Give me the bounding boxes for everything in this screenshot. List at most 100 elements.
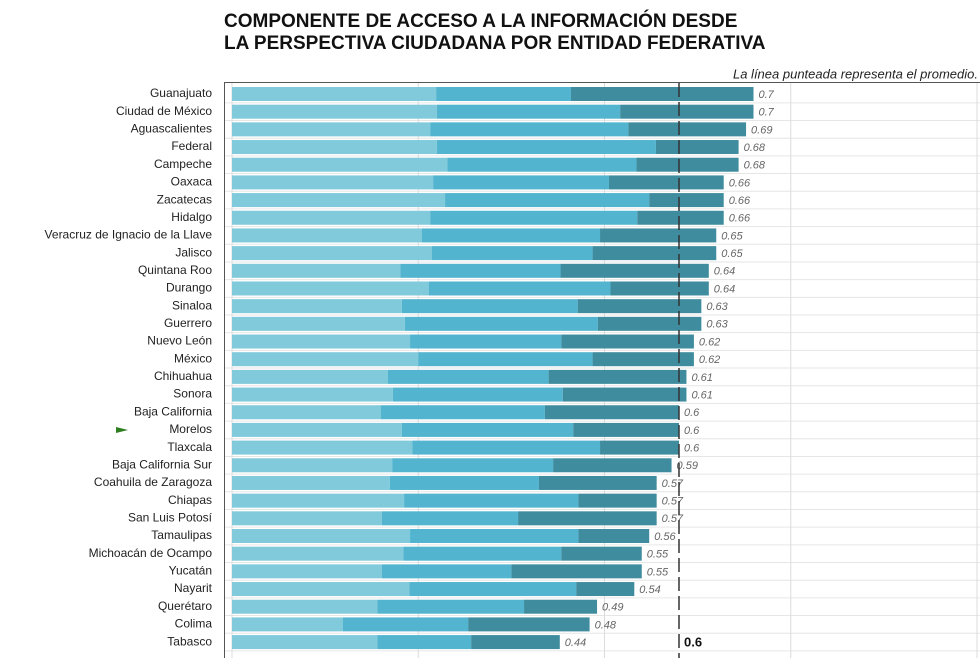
value-label: 0.69: [751, 124, 772, 136]
value-label: 0.55: [647, 566, 669, 578]
value-label: 0.44: [565, 637, 586, 649]
bar-segment: [600, 441, 679, 455]
category-label: Coahuila de Zaragoza: [94, 475, 212, 489]
category-label: Tamaulipas: [151, 528, 212, 542]
category-label: Colima: [175, 617, 213, 631]
bar-segment: [433, 175, 609, 189]
bar-segment: [471, 635, 560, 649]
value-label: 0.7: [759, 89, 775, 101]
bar-segment: [381, 405, 545, 419]
category-label: Baja California: [134, 404, 212, 418]
bar-segment: [422, 228, 600, 242]
bar-segment: [539, 476, 657, 490]
value-label: 0.65: [721, 230, 743, 242]
bar-segment: [573, 423, 679, 437]
bar-segment: [553, 458, 671, 472]
category-label: Michoacán de Ocampo: [89, 546, 213, 560]
category-label: Querétaro: [158, 599, 212, 613]
bar-segment: [232, 511, 382, 525]
bar-segment: [404, 494, 578, 508]
bar-segment: [232, 264, 400, 278]
value-label: 0.68: [744, 160, 766, 172]
value-label: 0.66: [729, 213, 751, 225]
category-label: Aguascalientes: [131, 122, 212, 136]
bar-segment: [403, 547, 561, 561]
value-label: 0.61: [691, 372, 712, 384]
bar-segment: [232, 529, 410, 543]
bar-segment: [232, 617, 343, 631]
bar-segment: [656, 140, 739, 154]
bar-segment: [578, 299, 702, 313]
value-label: 0.57: [662, 496, 684, 508]
value-label: 0.6: [684, 425, 700, 437]
value-label: 0.63: [706, 301, 728, 313]
bar-segment: [388, 370, 549, 384]
category-label: Sonora: [173, 387, 212, 401]
value-label: 0.66: [729, 195, 751, 207]
bar-segment: [232, 140, 437, 154]
bar-segment: [620, 105, 753, 119]
category-label: Chihuahua: [154, 369, 212, 383]
value-label: 0.62: [699, 336, 720, 348]
bar-segment: [405, 317, 598, 331]
bar-segment: [232, 105, 437, 119]
value-label: 0.56: [654, 531, 676, 543]
bar-segment: [232, 564, 382, 578]
note: La línea punteada representa el promedio…: [733, 66, 978, 81]
bar-segment: [436, 87, 571, 101]
category-label: Veracruz de Ignacio de la Llave: [45, 228, 213, 242]
bar-segment: [232, 600, 377, 614]
bar-segment: [524, 600, 597, 614]
value-label: 0.57: [662, 513, 684, 525]
bar-segment: [232, 441, 412, 455]
bar-segment: [468, 617, 589, 631]
bar-segment: [409, 582, 576, 596]
bar-segment: [637, 158, 739, 172]
bar-segment: [628, 122, 746, 136]
bar-segment: [561, 547, 641, 561]
category-label: Tabasco: [167, 634, 212, 648]
bar-segment: [343, 617, 468, 631]
category-label: San Luis Potosí: [128, 510, 213, 524]
category-label: Tlaxcala: [167, 440, 212, 454]
bar-segment: [232, 228, 422, 242]
bar-segment: [232, 211, 430, 225]
bar-segment: [232, 158, 447, 172]
bar-segment: [232, 335, 410, 349]
bar-segment: [232, 476, 390, 490]
value-label: 0.54: [639, 584, 660, 596]
average-label: 0.6: [684, 634, 702, 649]
bar-segment: [437, 140, 656, 154]
bar-segment: [445, 193, 649, 207]
bar-segment: [578, 529, 649, 543]
category-label: Zacatecas: [157, 192, 212, 206]
bar-segment: [430, 122, 628, 136]
category-label: Ciudad de México: [116, 104, 212, 118]
chart-title: COMPONENTE DE ACCESO A LA INFORMACIÓN DE…: [224, 10, 737, 32]
bar-segment: [600, 228, 716, 242]
bar-segment: [432, 246, 593, 260]
bar-segment: [232, 299, 402, 313]
category-label: Sinaloa: [172, 298, 212, 312]
category-label: México: [174, 351, 212, 365]
chart-subtitle: LA PERSPECTIVA CIUDADANA POR ENTIDAD FED…: [224, 33, 766, 54]
bar-segment: [232, 547, 403, 561]
bar-segment: [232, 281, 429, 295]
bar-segment: [393, 388, 563, 402]
bar-segment: [437, 105, 620, 119]
bar-segment: [400, 264, 560, 278]
value-label: 0.57: [662, 478, 684, 490]
bar-segment: [593, 246, 717, 260]
bar-segment: [610, 281, 708, 295]
marker-arrow: [116, 427, 128, 433]
value-label: 0.63: [706, 319, 728, 331]
bar-segment: [561, 264, 709, 278]
bar-segment: [418, 352, 592, 366]
bar-segment: [518, 511, 657, 525]
category-label: Jalisco: [175, 245, 212, 259]
category-label: Yucatán: [169, 564, 212, 578]
bar-segment: [392, 458, 553, 472]
bar-segment: [232, 193, 445, 207]
